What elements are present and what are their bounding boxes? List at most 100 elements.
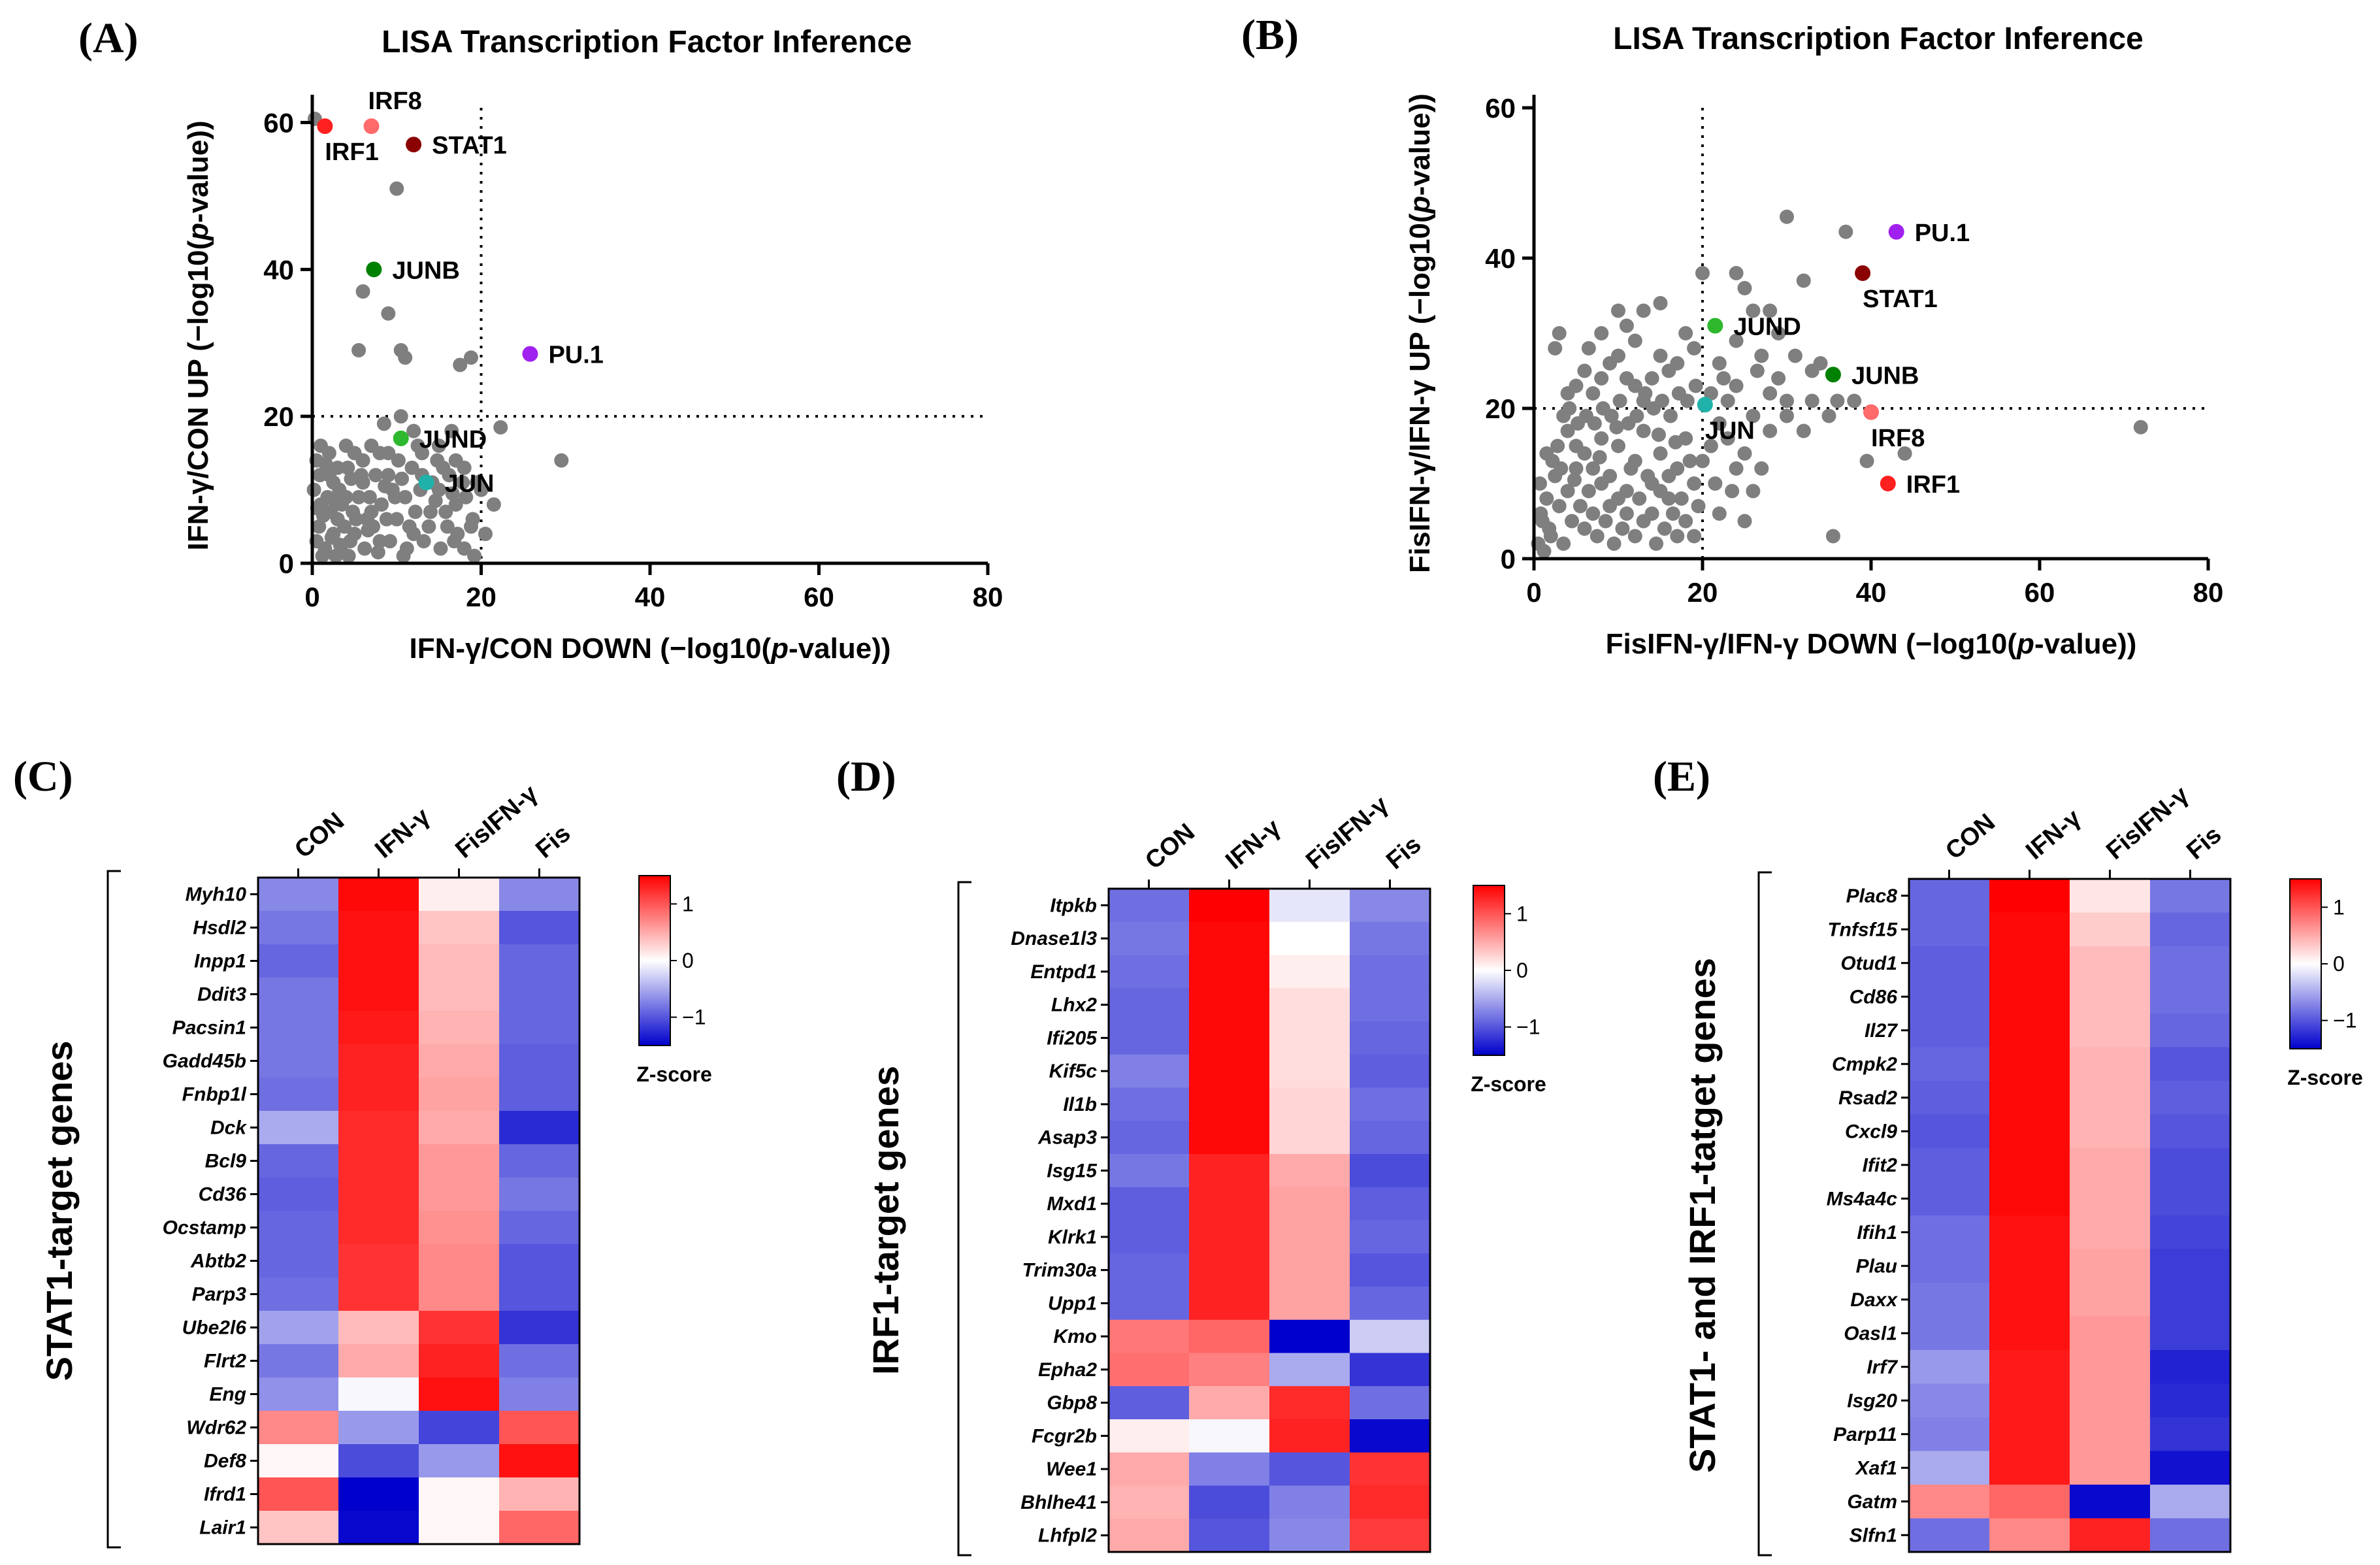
data-point (1569, 461, 1584, 476)
heatmap-cell (1189, 1386, 1270, 1420)
data-point (1611, 303, 1625, 318)
heatmap-cell (1109, 1220, 1190, 1255)
data-point (1604, 408, 1619, 423)
data-point (1720, 393, 1735, 408)
heatmap-cell (419, 978, 500, 1012)
x-tick-label: 60 (804, 582, 834, 612)
colorbar-tick-label: −1 (1516, 1015, 1540, 1039)
heatmap-cell (1989, 1215, 2070, 1250)
data-point (1594, 326, 1609, 340)
data-point (1623, 461, 1638, 476)
heatmap-cell (258, 1511, 339, 1545)
heatmap-cell (499, 1511, 580, 1545)
data-point (1560, 423, 1575, 438)
heatmap-cell (2070, 1148, 2151, 1183)
heatmap-cell (1909, 1383, 1990, 1418)
data-point (1644, 371, 1659, 386)
gene-label: Dck (210, 1117, 247, 1139)
data-point (1804, 393, 1819, 408)
heatmap-cell (1909, 1518, 1990, 1553)
gene-label: Cxcl9 (1845, 1121, 1897, 1142)
data-point (1763, 386, 1778, 401)
heatmap-cell (1989, 1316, 2070, 1351)
heatmap-cell (1269, 1519, 1350, 1553)
data-point (453, 357, 468, 372)
data-point (1687, 529, 1702, 544)
heatmap-cell (1109, 1187, 1190, 1221)
data-point (1712, 416, 1727, 431)
panel-e-letter: (E) (1653, 753, 1710, 800)
heatmap-cell (1989, 1114, 2070, 1149)
heatmap-cell (1109, 1419, 1190, 1453)
colorbar-d (1473, 885, 1505, 1056)
data-point (1587, 416, 1602, 431)
data-point (1657, 521, 1672, 536)
gene-label: Gadd45b (163, 1051, 246, 1072)
heatmap-cell (1350, 1353, 1431, 1387)
gene-label: Pacsin1 (172, 1017, 246, 1039)
heatmap-cell (499, 1044, 580, 1078)
heatmap-cell (1269, 1353, 1350, 1387)
point-label: IRF1 (1906, 471, 1960, 499)
heatmap-cell (1189, 1485, 1270, 1520)
gene-label: Kif5c (1049, 1061, 1098, 1082)
gene-label: Slfn1 (1850, 1524, 1897, 1546)
panel-a-letter: (A) (78, 14, 139, 62)
data-point (1763, 303, 1778, 318)
heatmap-cell (419, 1311, 500, 1345)
heatmap-cell (1269, 988, 1350, 1022)
heatmap-cell (2150, 1215, 2231, 1250)
data-point (1619, 371, 1634, 386)
x-tick-label: 20 (466, 582, 497, 612)
point-label: PU.1 (548, 342, 603, 369)
heatmap-cell (419, 1377, 500, 1411)
heatmap-cell (1909, 1417, 1990, 1452)
data-point (1653, 296, 1668, 310)
heatmap-cell (1909, 1215, 1990, 1250)
heatmap-cell (419, 1444, 500, 1478)
panel-b-plot: 0 20 40 60 80 0 20 40 60 FisIFN-γ/IFN-γ DOWN (−lo… (1404, 93, 2223, 660)
data-point (351, 342, 367, 357)
data-point (370, 545, 385, 560)
x-tick-label: 40 (1856, 577, 1887, 608)
data-point (431, 438, 446, 453)
heatmap-cell (258, 1178, 339, 1211)
data-point (457, 541, 472, 556)
heatmap-cell (2070, 912, 2151, 947)
data-point (312, 468, 327, 483)
heatmap-cell (258, 1277, 339, 1311)
heatmap-cell (258, 1144, 339, 1178)
heatmap-cell (1269, 889, 1350, 923)
heatmap-cell (1269, 955, 1350, 989)
heatmap-cell (1189, 988, 1270, 1022)
heatmap-cell (2070, 1215, 2151, 1250)
gene-label: Ocstamp (163, 1217, 246, 1239)
data-point (1565, 514, 1580, 529)
heatmap-cell (1269, 1220, 1350, 1255)
heatmap-cell (2150, 1451, 2231, 1485)
gene-label: Oasl1 (1844, 1323, 1897, 1344)
gene-label: Parp11 (1833, 1424, 1897, 1445)
data-point (416, 534, 431, 549)
data-point (1592, 450, 1607, 465)
heatmap-cell (499, 1477, 580, 1511)
heatmap-cell (499, 1411, 580, 1445)
heatmap-cell (1989, 1013, 2070, 1048)
gene-label: Upp1 (1048, 1293, 1097, 1314)
data-point (344, 471, 359, 486)
heatmap-cell (1189, 1353, 1270, 1387)
point-label: IRF8 (1871, 425, 1925, 452)
heatmap-cell (2150, 879, 2231, 914)
point-label: STAT1 (432, 132, 507, 159)
data-point (1674, 491, 1689, 506)
heatmap-cell (1989, 946, 2070, 981)
gene-label: Gbp8 (1047, 1392, 1097, 1414)
heatmap-cell (1269, 1187, 1350, 1221)
data-point (1552, 326, 1567, 340)
heatmap-cell (499, 878, 580, 912)
data-point (1712, 506, 1727, 521)
data-point (1539, 446, 1554, 461)
heatmap-cell (2070, 980, 2151, 1014)
heatmap-cell (499, 978, 580, 1012)
